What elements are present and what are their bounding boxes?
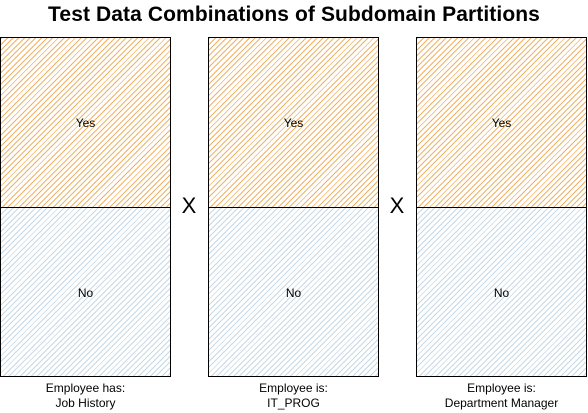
no-label: No bbox=[493, 286, 510, 300]
partition-caption: Employee is: Department Manager bbox=[416, 381, 587, 411]
yes-cell: Yes bbox=[417, 38, 586, 208]
caption-line-2: Department Manager bbox=[444, 396, 559, 410]
caption-line-1: Employee has: bbox=[45, 381, 126, 395]
yes-label: Yes bbox=[283, 116, 304, 130]
diagram-title: Test Data Combinations of Subdomain Part… bbox=[48, 3, 540, 26]
caption-line-2: IT_PROG bbox=[267, 396, 320, 410]
cross-product-operator: X bbox=[181, 193, 197, 218]
yes-cell: Yes bbox=[1, 38, 170, 208]
partition-caption: Employee has: Job History bbox=[0, 381, 171, 411]
caption-line-1: Employee is: bbox=[259, 381, 328, 395]
cross-product-operator: X bbox=[389, 193, 405, 218]
no-cell: No bbox=[209, 208, 378, 376]
partition-it-prog: Yes No bbox=[208, 37, 379, 377]
partition-job-history: Yes No bbox=[0, 37, 171, 377]
no-label: No bbox=[285, 286, 302, 300]
caption-line-2: Job History bbox=[55, 396, 116, 410]
no-cell: No bbox=[417, 208, 586, 376]
yes-label: Yes bbox=[75, 116, 96, 130]
yes-label: Yes bbox=[491, 116, 512, 130]
partition-department-manager: Yes No bbox=[416, 37, 587, 377]
caption-line-1: Employee is: bbox=[467, 381, 536, 395]
partition-caption: Employee is: IT_PROG bbox=[208, 381, 379, 411]
no-label: No bbox=[77, 286, 94, 300]
yes-cell: Yes bbox=[209, 38, 378, 208]
no-cell: No bbox=[1, 208, 170, 376]
